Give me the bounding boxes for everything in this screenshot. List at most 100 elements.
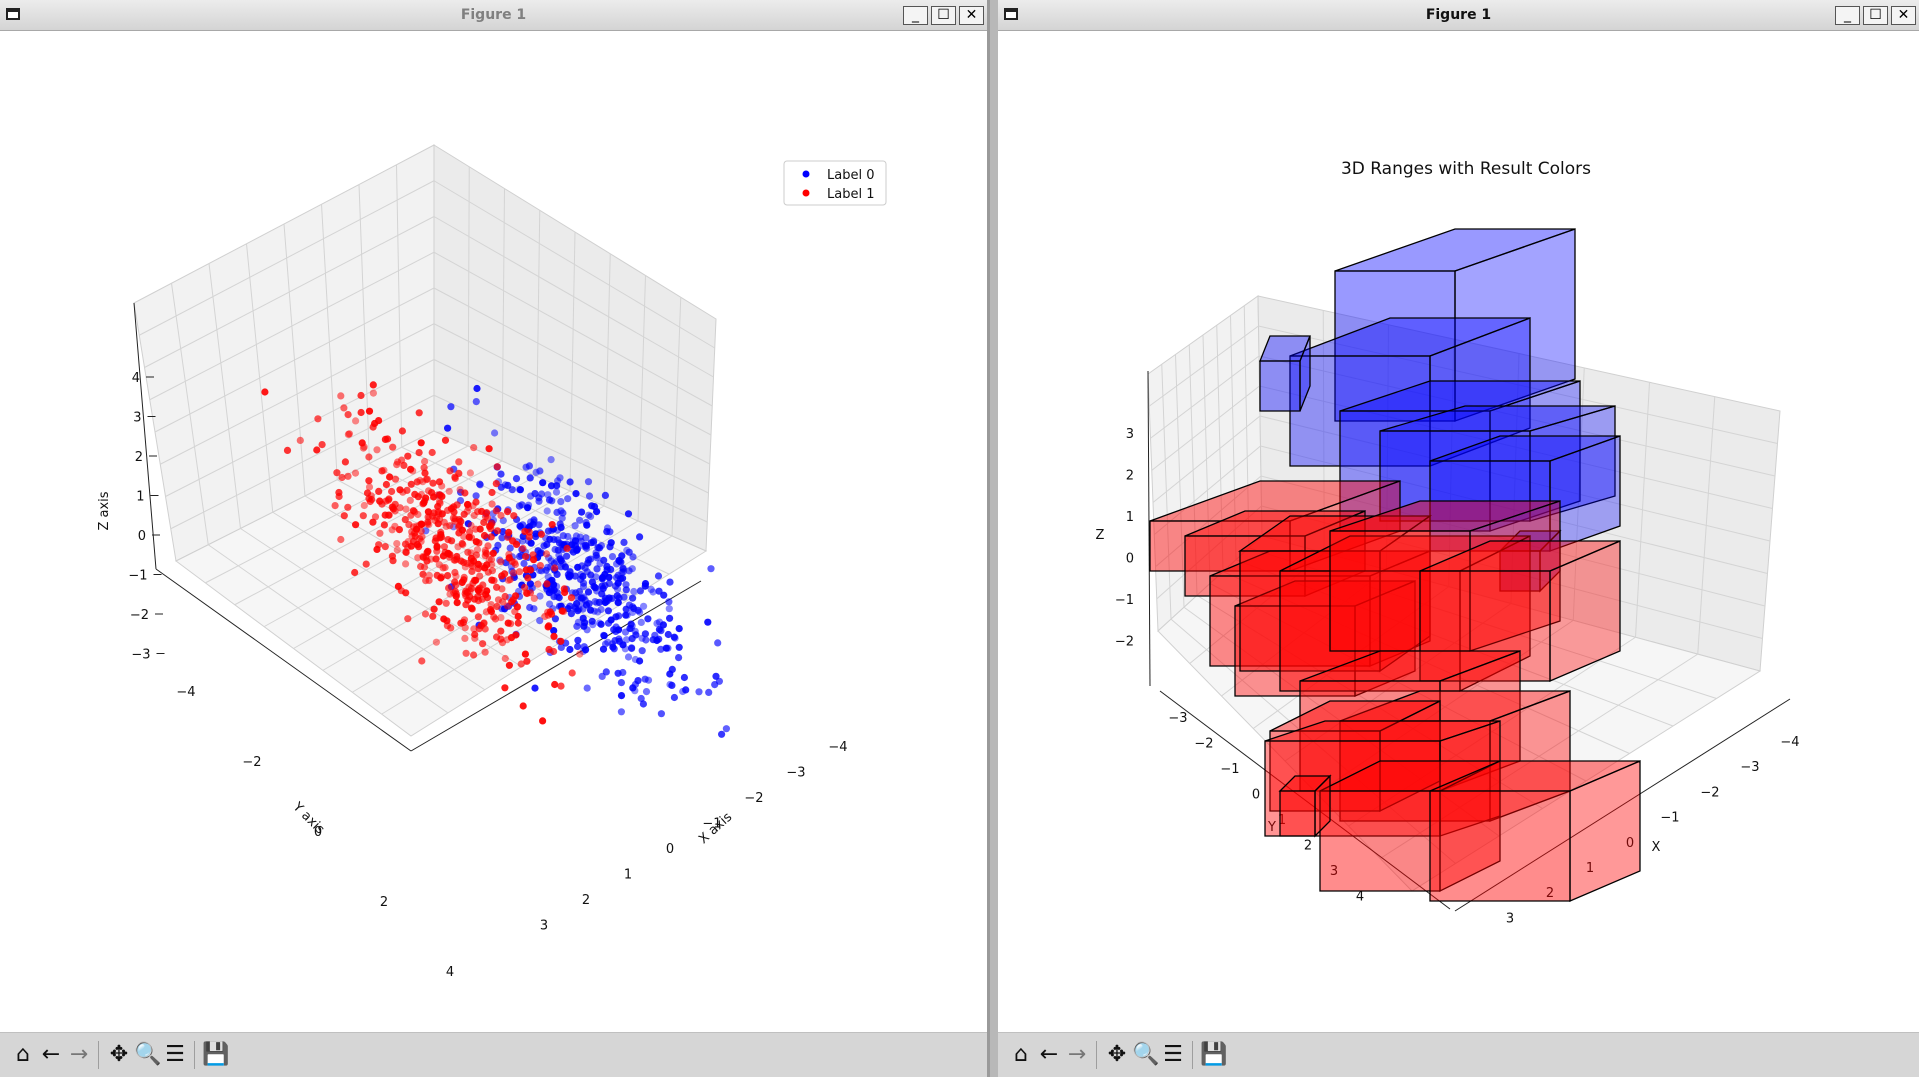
data-point [425, 487, 433, 495]
home-icon[interactable]: ⌂ [1014, 1042, 1028, 1067]
data-point [376, 497, 384, 505]
data-point [340, 512, 348, 520]
data-point [417, 439, 425, 447]
data-point [510, 512, 518, 520]
y-tick-label: −2 [242, 755, 261, 770]
data-point [369, 381, 377, 389]
data-point [340, 404, 348, 412]
data-point [460, 510, 468, 518]
data-point [707, 565, 715, 573]
data-point [626, 624, 634, 633]
data-point [548, 587, 556, 595]
data-point [424, 547, 432, 555]
data-point [601, 491, 610, 499]
data-point [534, 580, 542, 588]
gridline [293, 490, 571, 649]
minimize-button[interactable]: _ [1835, 6, 1860, 25]
zoom-icon[interactable]: 🔍 [1132, 1042, 1160, 1067]
data-point [636, 533, 644, 541]
data-point [588, 617, 596, 625]
data-point [497, 470, 505, 478]
home-icon[interactable]: ⌂ [16, 1042, 30, 1067]
data-point [464, 500, 472, 509]
zoom-icon[interactable]: 🔍 [134, 1042, 162, 1067]
data-point [617, 692, 626, 700]
data-point [497, 558, 505, 566]
data-point [613, 585, 622, 593]
data-point [386, 473, 394, 481]
window-menu-icon[interactable] [6, 8, 20, 20]
data-point [524, 504, 532, 512]
data-point [470, 651, 478, 659]
gridline [1243, 305, 1250, 548]
x-tick-label: −2 [744, 791, 763, 806]
data-point [492, 507, 500, 515]
data-point [628, 565, 636, 573]
back-icon[interactable]: ← [41, 1042, 61, 1067]
data-point [642, 688, 651, 696]
data-point [543, 507, 551, 515]
title-bar[interactable]: Figure 1 _ ☐ ✕ [0, 0, 987, 31]
save-icon[interactable]: 💾 [202, 1042, 230, 1067]
close-button[interactable]: ✕ [959, 6, 984, 25]
data-point [505, 554, 513, 562]
close-button[interactable]: ✕ [1891, 6, 1916, 25]
back-icon[interactable]: ← [1039, 1042, 1059, 1067]
data-point [488, 488, 496, 497]
gridline [1216, 325, 1224, 572]
box-front-face [1234, 605, 1356, 697]
window-menu-icon[interactable] [1004, 8, 1018, 20]
data-point [358, 439, 366, 447]
gridline [1572, 367, 1585, 621]
data-point [553, 508, 561, 516]
data-point [637, 618, 645, 627]
x-tick-label: −1 [1660, 811, 1679, 826]
data-point [429, 612, 437, 620]
data-point [532, 468, 540, 476]
toolbar-separator [194, 1041, 195, 1069]
maximize-button[interactable]: ☐ [1863, 6, 1888, 25]
data-point [385, 511, 393, 519]
y-tick-label: −2 [1194, 737, 1213, 752]
data-point [397, 587, 405, 595]
data-point [581, 564, 589, 572]
data-point [444, 536, 452, 544]
data-point [605, 596, 613, 604]
data-point [474, 508, 482, 516]
data-point [544, 573, 552, 581]
y-tick-label: 2 [1304, 839, 1312, 854]
data-point [413, 478, 421, 486]
configure-icon[interactable]: ☰ [165, 1042, 185, 1067]
maximize-button[interactable]: ☐ [931, 6, 956, 25]
minimize-button[interactable]: _ [903, 6, 928, 25]
data-point [649, 588, 657, 596]
configure-icon[interactable]: ☰ [1163, 1042, 1183, 1067]
forward-icon[interactable]: → [69, 1042, 89, 1067]
boxes-3d-chart[interactable]: 3D Ranges with Result Colors 3 2 1 0 −1 −2 −3 −2… [1000, 31, 1917, 1033]
legend-label: Label 0 [827, 168, 874, 183]
data-point [597, 605, 605, 614]
data-point [665, 598, 673, 606]
y-axis-label: Y [1267, 820, 1276, 835]
x-tick-label: −4 [1780, 735, 1799, 750]
data-point [517, 660, 525, 668]
gridline [1150, 355, 1260, 439]
pan-icon[interactable]: ✥ [109, 1042, 129, 1067]
data-point [481, 552, 489, 560]
data-point [620, 593, 628, 601]
data-point [582, 534, 590, 542]
scatter-3d-chart[interactable]: 4 3 2 1 0 −1 −2 −3 −4 −2 0 2 4 −4 −3 −2 −1 0 1 2 3 Z axis Y ax… [6, 31, 986, 1027]
data-point [470, 595, 479, 603]
save-icon[interactable]: 💾 [1200, 1042, 1228, 1067]
forward-icon[interactable]: → [1067, 1042, 1087, 1067]
data-point [617, 679, 626, 687]
pan-icon[interactable]: ✥ [1107, 1042, 1127, 1067]
data-point [537, 530, 546, 538]
data-point [504, 576, 512, 584]
data-point [557, 498, 565, 506]
data-point [622, 586, 630, 594]
title-bar[interactable]: Figure 1 _ ☐ ✕ [998, 0, 1919, 31]
data-point [553, 482, 561, 490]
data-point [473, 384, 481, 393]
data-point [468, 567, 476, 576]
